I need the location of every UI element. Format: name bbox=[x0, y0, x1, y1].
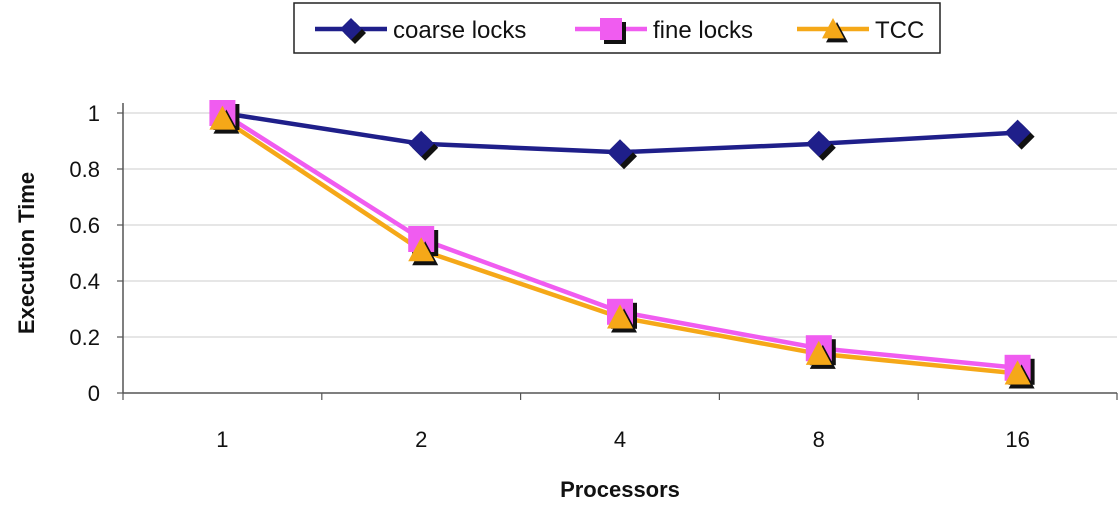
x-tick-label: 1 bbox=[216, 427, 228, 452]
axes: 0 0.2 0.4 0.6 0.8 1 1 2 4 8 16 bbox=[69, 101, 1118, 452]
data-point-TCC bbox=[607, 304, 633, 329]
x-tick-label: 16 bbox=[1005, 427, 1029, 452]
data-point-coarse-locks bbox=[1004, 119, 1031, 146]
legend-label: coarse locks bbox=[393, 17, 526, 44]
legend-label: TCC bbox=[875, 17, 924, 44]
series-group bbox=[209, 100, 1035, 389]
gridlines bbox=[123, 112, 1117, 338]
y-tick-label: 0.6 bbox=[69, 213, 100, 238]
y-axis-title: Execution Time bbox=[14, 172, 39, 334]
legend-marker bbox=[822, 18, 844, 39]
legend-marker bbox=[340, 18, 362, 40]
legend-label: fine locks bbox=[653, 17, 753, 44]
y-tick-label: 0.8 bbox=[69, 157, 100, 182]
data-point-coarse-locks bbox=[805, 130, 832, 157]
data-point-TCC bbox=[209, 105, 236, 130]
x-tick-label: 4 bbox=[614, 427, 626, 452]
x-axis-title: Processors bbox=[560, 477, 680, 502]
data-point-TCC bbox=[1004, 360, 1031, 385]
data-point-coarse-locks bbox=[408, 130, 435, 157]
data-point-coarse-locks bbox=[607, 139, 633, 166]
data-point-TCC bbox=[805, 340, 832, 365]
y-tick-label: 0.2 bbox=[69, 325, 100, 350]
legend-marker bbox=[600, 18, 622, 40]
legend: coarse locks fine locks TCC bbox=[293, 2, 941, 54]
data-point-TCC bbox=[408, 237, 435, 262]
x-tick-label: 8 bbox=[813, 427, 825, 452]
y-tick-label: 0 bbox=[88, 381, 100, 406]
y-tick-label: 1 bbox=[88, 101, 100, 126]
y-tick-label: 0.4 bbox=[69, 269, 100, 294]
x-tick-label: 2 bbox=[415, 427, 427, 452]
